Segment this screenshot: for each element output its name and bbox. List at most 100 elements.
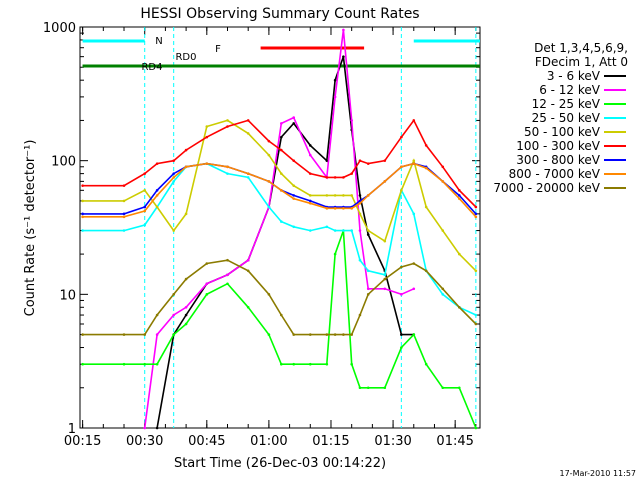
data-point: [474, 215, 478, 219]
data-point: [184, 165, 188, 169]
data-point: [383, 386, 387, 390]
data-point: [412, 162, 416, 165]
data-point: [342, 333, 345, 336]
data-point: [325, 194, 329, 197]
data-point: [400, 293, 403, 296]
data-point: [342, 28, 345, 32]
data-point: [342, 55, 345, 58]
data-point: [205, 125, 209, 128]
data-point: [143, 362, 147, 366]
legend-entry-label: 100 - 300 keV: [516, 139, 600, 153]
y-axis-label: Count Rate (s⁻¹ detector⁻¹): [23, 140, 38, 317]
data-point: [350, 207, 353, 210]
series-line-8: [82, 162, 477, 218]
legend-entry-label: 3 - 6 keV: [547, 69, 601, 83]
bar-label-rd4: RD4: [141, 62, 162, 73]
data-point: [474, 212, 478, 216]
bar-label-rd0: RD0: [175, 52, 196, 63]
data-point: [350, 362, 353, 366]
data-point: [267, 205, 271, 209]
data-point: [172, 229, 175, 232]
data-point: [308, 144, 312, 147]
data-point: [342, 194, 345, 197]
data-point: [325, 225, 329, 229]
data-point: [412, 333, 416, 336]
data-point: [441, 386, 445, 390]
data-point: [424, 269, 428, 273]
legend-entry-label: 7000 - 20000 keV: [493, 181, 600, 195]
data-point: [474, 269, 478, 273]
data-point: [122, 184, 126, 187]
data-point: [81, 362, 84, 366]
data-point: [400, 346, 403, 349]
data-point: [81, 184, 84, 187]
data-point: [358, 194, 362, 197]
bar-label-n: N: [155, 36, 162, 47]
data-point: [412, 159, 416, 162]
data-point: [308, 194, 312, 197]
data-point: [226, 125, 229, 128]
data-point: [155, 162, 159, 165]
data-point: [246, 305, 250, 309]
data-point: [267, 139, 271, 143]
data-point: [280, 189, 283, 192]
series-line-6: [82, 118, 477, 208]
data-point: [172, 313, 175, 317]
legend-header-line-1: Det 1,3,4,5,6,9,: [534, 41, 628, 55]
legend-entry-label: 800 - 7000 keV: [509, 167, 601, 181]
data-point: [474, 313, 478, 317]
data-point: [172, 176, 175, 179]
data-point: [143, 172, 147, 175]
data-point: [292, 116, 296, 119]
data-point: [280, 220, 283, 223]
data-point: [358, 212, 362, 216]
bar-label-f: F: [215, 44, 221, 55]
data-point: [400, 265, 403, 269]
y-tick-label: 1000: [43, 21, 76, 36]
data-point: [172, 333, 175, 336]
data-point: [366, 287, 370, 291]
data-point: [333, 207, 337, 210]
data-point: [350, 194, 353, 197]
data-point: [308, 362, 312, 366]
data-point: [205, 135, 209, 139]
legend-entry-label: 12 - 25 keV: [532, 97, 601, 111]
data-point: [267, 153, 271, 157]
data-point: [184, 305, 188, 309]
data-point: [366, 194, 370, 197]
footer-timestamp: 17-Mar-2010 11:57: [560, 469, 637, 478]
data-point: [358, 313, 362, 317]
data-point: [350, 229, 353, 232]
data-point: [205, 162, 209, 165]
data-point: [267, 180, 271, 183]
legend: Det 1,3,4,5,6,9, FDecim 1, Att 0 3 - 6 k…: [493, 41, 628, 195]
data-point: [325, 333, 329, 336]
data-point: [474, 205, 478, 209]
data-point: [155, 362, 159, 366]
x-tick-label: 01:45: [436, 434, 473, 449]
data-point: [122, 362, 126, 366]
data-point: [441, 287, 445, 291]
data-point: [292, 194, 296, 197]
data-point: [246, 172, 250, 175]
data-point: [184, 148, 188, 152]
data-point: [325, 159, 329, 162]
data-point: [333, 194, 337, 197]
data-point: [155, 313, 159, 317]
data-point: [366, 162, 370, 165]
data-point: [383, 277, 387, 281]
data-point: [226, 273, 229, 277]
y-tick-label: 100: [51, 155, 76, 170]
data-point: [366, 269, 370, 273]
data-point: [292, 122, 296, 125]
data-point: [143, 205, 147, 209]
data-point: [308, 153, 312, 157]
data-point: [458, 386, 461, 390]
data-point: [280, 148, 283, 152]
data-point: [342, 229, 345, 232]
data-point: [366, 293, 370, 296]
data-point: [474, 322, 478, 326]
x-tick-label: 01:30: [374, 434, 411, 449]
